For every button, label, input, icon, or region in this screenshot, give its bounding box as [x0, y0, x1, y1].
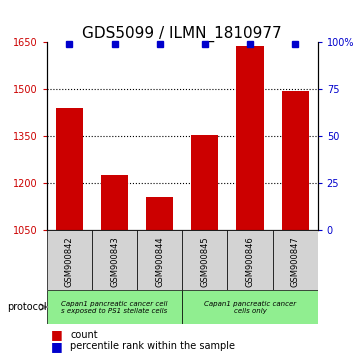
Bar	[182, 230, 227, 290]
Text: protocol: protocol	[7, 302, 47, 312]
Text: GSM900847: GSM900847	[291, 236, 300, 287]
Bar	[191, 135, 218, 230]
Bar	[92, 230, 137, 290]
Bar	[101, 175, 128, 230]
Text: count: count	[70, 330, 98, 339]
Title: GDS5099 / ILMN_1810977: GDS5099 / ILMN_1810977	[83, 26, 282, 42]
Text: GSM900843: GSM900843	[110, 236, 119, 287]
Text: ■: ■	[51, 328, 62, 341]
Text: GSM900845: GSM900845	[200, 236, 209, 287]
Bar	[146, 197, 173, 230]
Bar	[56, 108, 83, 230]
Text: GSM900846: GSM900846	[245, 236, 255, 287]
Text: ■: ■	[51, 340, 62, 353]
Text: percentile rank within the sample: percentile rank within the sample	[70, 341, 235, 351]
Bar	[47, 290, 182, 324]
Bar	[282, 91, 309, 230]
Text: GSM900844: GSM900844	[155, 236, 164, 287]
Text: GSM900842: GSM900842	[65, 236, 74, 287]
Bar	[137, 230, 182, 290]
Bar	[236, 46, 264, 230]
Bar	[273, 230, 318, 290]
Bar	[182, 290, 318, 324]
Text: Capan1 pancreatic cancer
cells only: Capan1 pancreatic cancer cells only	[204, 301, 296, 314]
Text: Capan1 pancreatic cancer cell
s exposed to PS1 stellate cells: Capan1 pancreatic cancer cell s exposed …	[61, 301, 168, 314]
Bar	[227, 230, 273, 290]
Bar	[47, 230, 92, 290]
